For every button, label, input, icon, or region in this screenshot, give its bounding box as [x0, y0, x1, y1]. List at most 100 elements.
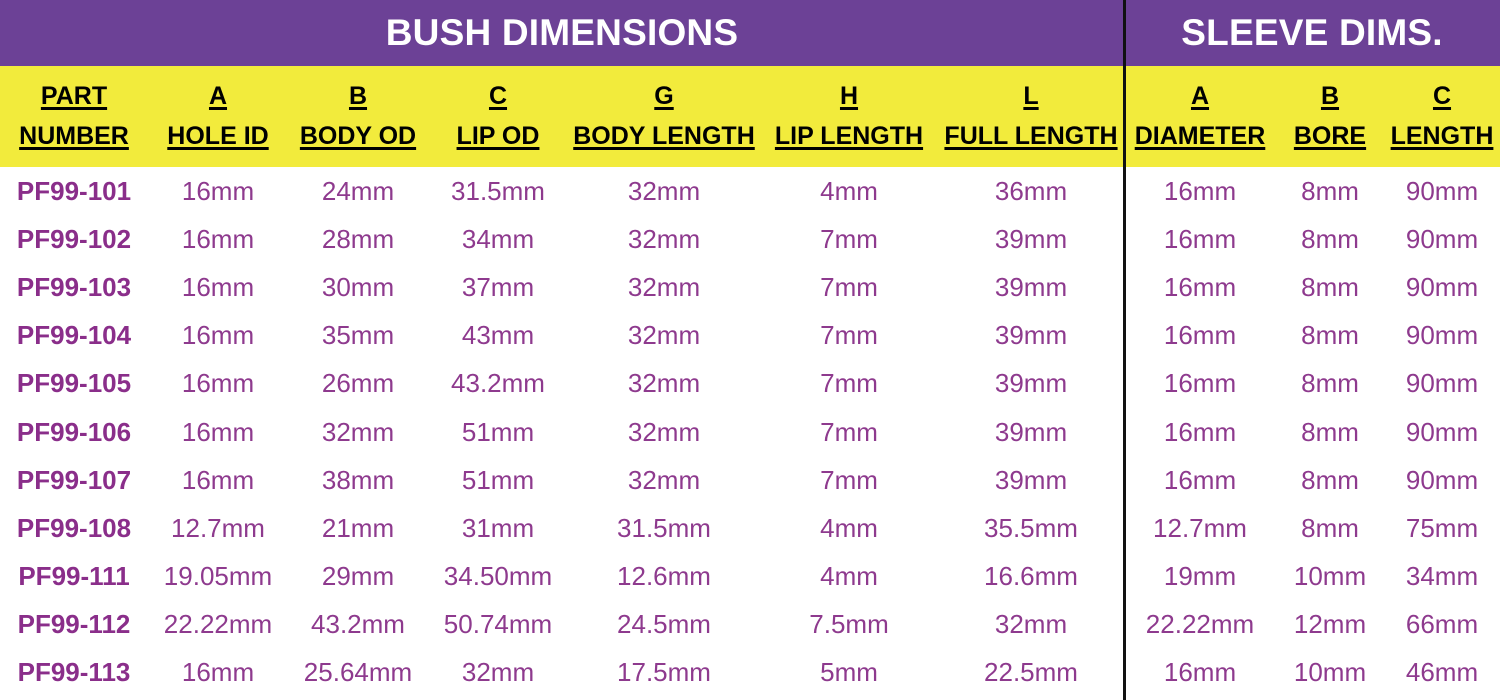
cell-bush-b: 35mm	[321, 320, 395, 351]
row-bush-section: PF99-112 22.22mm 43.2mm 50.74mm 24.5mm 7.5mm 3…	[0, 609, 1124, 640]
cell-bush-c: 31mm	[461, 512, 535, 543]
cell-bush-h: 7.5mm	[809, 609, 889, 640]
title-band: BUSH DIMENSIONS SLEEVE DIMS.	[0, 0, 1500, 66]
cell-bush-b: 38mm	[321, 464, 395, 495]
cell-part-number: PF99-101	[16, 175, 132, 206]
cell-bush-l: 32mm	[994, 609, 1068, 640]
cell-bush-l: 16.6mm	[984, 561, 1078, 592]
column-header-h-label: LIP LENGTH	[774, 122, 924, 150]
cell-sleeve-c: 90mm	[1405, 320, 1479, 351]
column-header-b-label: BODY OD	[299, 122, 417, 150]
cell-part-number: PF99-113	[17, 657, 131, 688]
cell-part-number: PF99-104	[16, 320, 132, 351]
cell-bush-b: 25.64mm	[303, 657, 413, 688]
cell-sleeve-c: 90mm	[1405, 223, 1479, 254]
cell-bush-g: 32mm	[627, 223, 701, 254]
cell-bush-a: 16mm	[181, 320, 255, 351]
cell-bush-a: 16mm	[181, 223, 255, 254]
column-header-hole-id: A HOLE ID	[148, 66, 288, 167]
bush-dimensions-title: BUSH DIMENSIONS	[385, 12, 739, 53]
row-sleeve-section: 12.7mm 8mm 75mm	[1124, 513, 1500, 544]
row-sleeve-section: 16mm 8mm 90mm	[1124, 272, 1500, 303]
cell-bush-l: 39mm	[994, 368, 1068, 399]
cell-bush-c: 51mm	[461, 416, 535, 447]
cell-bush-l: 39mm	[994, 223, 1068, 254]
bush-header-group: PART NUMBER A HOLE ID B BODY OD C LIP OD…	[0, 66, 1124, 167]
column-header-band: PART NUMBER A HOLE ID B BODY OD C LIP OD…	[0, 66, 1500, 167]
column-header-sleeve-a-label: DIAMETER	[1134, 122, 1266, 150]
cell-bush-h: 4mm	[820, 561, 878, 592]
column-header-b-letter: B	[348, 82, 368, 110]
row-sleeve-section: 16mm 8mm 90mm	[1124, 224, 1500, 255]
cell-bush-b: 21mm	[321, 512, 395, 543]
column-header-body-length: G BODY LENGTH	[568, 66, 760, 167]
cell-bush-a: 16mm	[181, 175, 255, 206]
cell-bush-c: 43.2mm	[451, 368, 545, 399]
table-row: PF99-106 16mm 32mm 51mm 32mm 7mm 39mm 16mm 8mm 90…	[0, 408, 1500, 456]
row-sleeve-section: 22.22mm 12mm 66mm	[1124, 609, 1500, 640]
cell-bush-b: 26mm	[321, 368, 395, 399]
cell-bush-a: 16mm	[181, 416, 255, 447]
cell-sleeve-a: 16mm	[1163, 416, 1237, 447]
cell-sleeve-b: 12mm	[1293, 609, 1367, 640]
row-sleeve-section: 16mm 8mm 90mm	[1124, 417, 1500, 448]
column-header-body-od: B BODY OD	[288, 66, 428, 167]
row-bush-section: PF99-101 16mm 24mm 31.5mm 32mm 4mm 36mm	[0, 176, 1124, 207]
cell-bush-b: 32mm	[321, 416, 395, 447]
cell-bush-b: 29mm	[321, 561, 395, 592]
cell-bush-h: 7mm	[820, 416, 878, 447]
cell-bush-g: 32mm	[627, 271, 701, 302]
cell-bush-c: 32mm	[461, 657, 535, 688]
cell-bush-g: 32mm	[627, 320, 701, 351]
cell-bush-l: 39mm	[994, 416, 1068, 447]
cell-bush-g: 32mm	[627, 175, 701, 206]
cell-bush-g: 32mm	[627, 416, 701, 447]
cell-bush-a: 16mm	[181, 464, 255, 495]
column-header-lip-length: H LIP LENGTH	[760, 66, 938, 167]
cell-bush-h: 7mm	[820, 320, 878, 351]
column-header-sleeve-b-label: BORE	[1293, 122, 1367, 150]
cell-sleeve-a: 16mm	[1163, 175, 1237, 206]
table-row: PF99-102 16mm 28mm 34mm 32mm 7mm 39mm 16mm 8mm 90…	[0, 215, 1500, 263]
row-bush-section: PF99-106 16mm 32mm 51mm 32mm 7mm 39mm	[0, 417, 1124, 448]
cell-bush-l: 36mm	[994, 175, 1068, 206]
row-bush-section: PF99-108 12.7mm 21mm 31mm 31.5mm 4mm 35.5mm	[0, 513, 1124, 544]
column-header-sleeve-diameter: A DIAMETER	[1124, 66, 1276, 167]
cell-bush-a: 16mm	[181, 368, 255, 399]
cell-sleeve-a: 16mm	[1163, 368, 1237, 399]
column-header-sleeve-a-letter: A	[1190, 82, 1210, 110]
column-header-c-label: LIP OD	[456, 122, 540, 150]
cell-sleeve-c: 46mm	[1405, 657, 1479, 688]
row-bush-section: PF99-107 16mm 38mm 51mm 32mm 7mm 39mm	[0, 465, 1124, 496]
cell-sleeve-b: 8mm	[1301, 512, 1359, 543]
column-header-a-letter: A	[208, 82, 228, 110]
cell-sleeve-b: 10mm	[1293, 657, 1367, 688]
cell-bush-a: 16mm	[181, 271, 255, 302]
column-header-lip-od: C LIP OD	[428, 66, 568, 167]
cell-sleeve-c: 66mm	[1405, 609, 1479, 640]
cell-sleeve-b: 10mm	[1293, 561, 1367, 592]
cell-bush-b: 28mm	[321, 223, 395, 254]
column-header-sleeve-b-letter: B	[1320, 82, 1340, 110]
column-header-full-length: L FULL LENGTH	[938, 66, 1124, 167]
table-row: PF99-112 22.22mm 43.2mm 50.74mm 24.5mm 7.5mm 3…	[0, 601, 1500, 649]
sleeve-dimensions-title: SLEEVE DIMS.	[1181, 12, 1443, 53]
cell-part-number: PF99-107	[16, 464, 132, 495]
cell-part-number: PF99-102	[16, 223, 132, 254]
row-sleeve-section: 16mm 10mm 46mm	[1124, 657, 1500, 688]
table-row: PF99-107 16mm 38mm 51mm 32mm 7mm 39mm 16mm 8mm 90…	[0, 456, 1500, 504]
table-row: PF99-108 12.7mm 21mm 31mm 31.5mm 4mm 35.5mm 12.…	[0, 504, 1500, 552]
cell-bush-a: 12.7mm	[171, 512, 265, 543]
cell-bush-c: 37mm	[461, 271, 535, 302]
row-bush-section: PF99-111 19.05mm 29mm 34.50mm 12.6mm 4mm 16.6m…	[0, 561, 1124, 592]
section-divider	[1123, 0, 1126, 700]
table-row: PF99-113 16mm 25.64mm 32mm 17.5mm 5mm 22.5mm 16…	[0, 649, 1500, 697]
cell-bush-g: 32mm	[627, 464, 701, 495]
cell-sleeve-a: 16mm	[1163, 223, 1237, 254]
column-header-sleeve-c-label: LENGTH	[1390, 122, 1494, 150]
cell-bush-c: 43mm	[461, 320, 535, 351]
cell-sleeve-a: 19mm	[1163, 561, 1237, 592]
cell-bush-h: 5mm	[820, 657, 878, 688]
cell-sleeve-c: 90mm	[1405, 464, 1479, 495]
cell-bush-h: 4mm	[820, 175, 878, 206]
